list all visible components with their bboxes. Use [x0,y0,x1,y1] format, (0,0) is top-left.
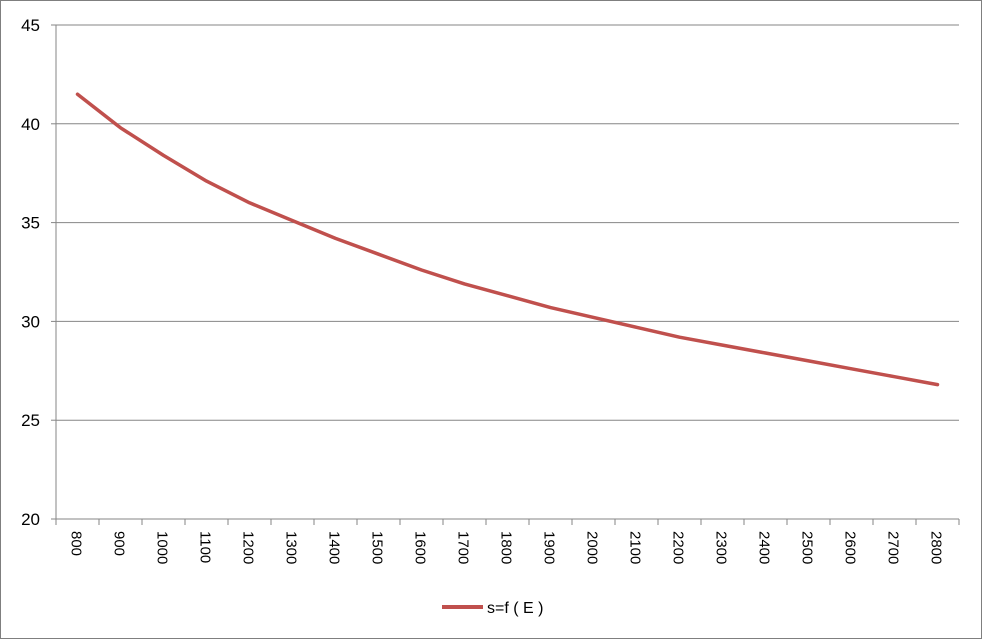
x-tick-label: 1100 [197,531,214,563]
x-tick-label: 1500 [369,531,386,564]
x-tick-label: 1400 [326,531,343,564]
x-tick-label: 2800 [928,531,945,564]
x-tick-label: 2100 [627,531,644,564]
x-tick-label: 1600 [412,531,429,564]
gridlines [56,24,959,421]
x-axis-ticks: 800 900 1000 1100 1200 1300 1400 1500 1600 1700 18… [55,519,960,564]
x-tick-label: 2700 [885,531,902,564]
legend-label: s=f ( E ) [487,600,543,617]
series-layer [75,92,940,387]
y-tick-label: 40 [21,115,40,134]
x-tick-label: 1900 [541,531,558,564]
series-line [75,92,940,387]
x-tick-label: 2000 [584,531,601,564]
x-tick-label: 1200 [240,531,257,564]
y-tick-label: 20 [21,510,40,529]
y-axis-ticks: 20 25 30 35 40 45 [21,16,56,529]
x-tick-label: 2600 [842,531,859,564]
x-tick-label: 2300 [713,531,730,564]
y-tick-label: 30 [21,312,40,331]
legend: s=f ( E ) [442,600,543,617]
x-tick-label: 800 [68,531,85,556]
y-tick-label: 35 [21,214,40,233]
x-tick-label: 1000 [154,531,171,564]
x-tick-label: 1800 [498,531,515,564]
axes [55,25,959,520]
x-tick-label: 2500 [799,531,816,564]
x-tick-label: 1300 [283,531,300,564]
y-tick-label: 25 [21,411,40,430]
x-tick-label: 1700 [455,531,472,564]
x-tick-label: 2200 [670,531,687,564]
x-tick-label: 2400 [756,531,773,564]
x-tick-label: 900 [111,531,128,556]
y-tick-label: 45 [21,16,40,35]
